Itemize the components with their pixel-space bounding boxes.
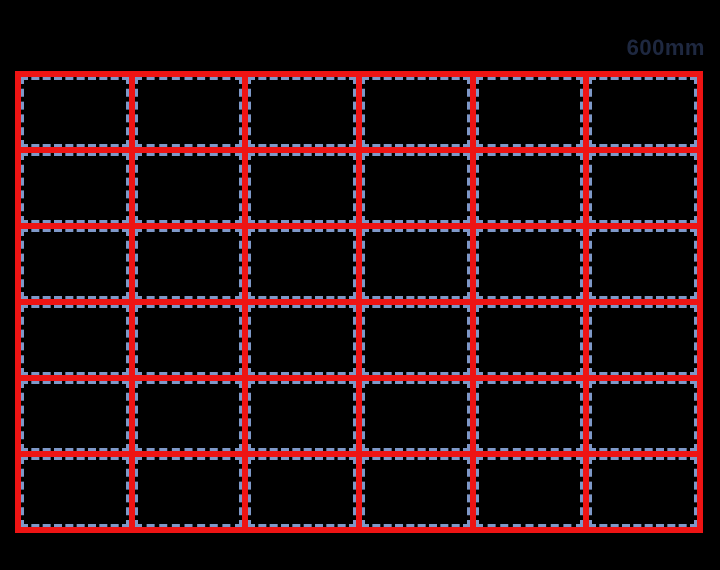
panel	[474, 380, 585, 452]
panel	[360, 304, 471, 376]
panel	[247, 152, 357, 224]
panel	[588, 456, 698, 528]
panel	[360, 152, 471, 224]
dimension-label: 600mm	[626, 35, 705, 60]
panel	[588, 380, 698, 452]
panel	[20, 380, 130, 452]
panel	[133, 152, 244, 224]
panel	[133, 228, 244, 300]
panel	[20, 228, 130, 300]
panel	[360, 76, 471, 148]
panel-grid	[15, 71, 703, 533]
panel	[20, 152, 130, 224]
panel	[133, 456, 244, 528]
panel	[20, 304, 130, 376]
panel	[133, 304, 244, 376]
panel	[360, 456, 471, 528]
panel	[474, 76, 585, 148]
panel	[247, 456, 357, 528]
panel	[474, 456, 585, 528]
panel	[20, 456, 130, 528]
panel	[247, 304, 357, 376]
panel	[247, 76, 357, 148]
panel	[474, 152, 585, 224]
panel	[360, 380, 471, 452]
panel	[247, 380, 357, 452]
panels-layer	[18, 74, 700, 530]
panel	[247, 228, 357, 300]
panel	[474, 304, 585, 376]
panel	[474, 228, 585, 300]
panel	[133, 380, 244, 452]
panel	[360, 228, 471, 300]
panel	[20, 76, 130, 148]
panel	[588, 304, 698, 376]
panel	[588, 76, 698, 148]
panel	[133, 76, 244, 148]
panel	[588, 152, 698, 224]
panel	[588, 228, 698, 300]
